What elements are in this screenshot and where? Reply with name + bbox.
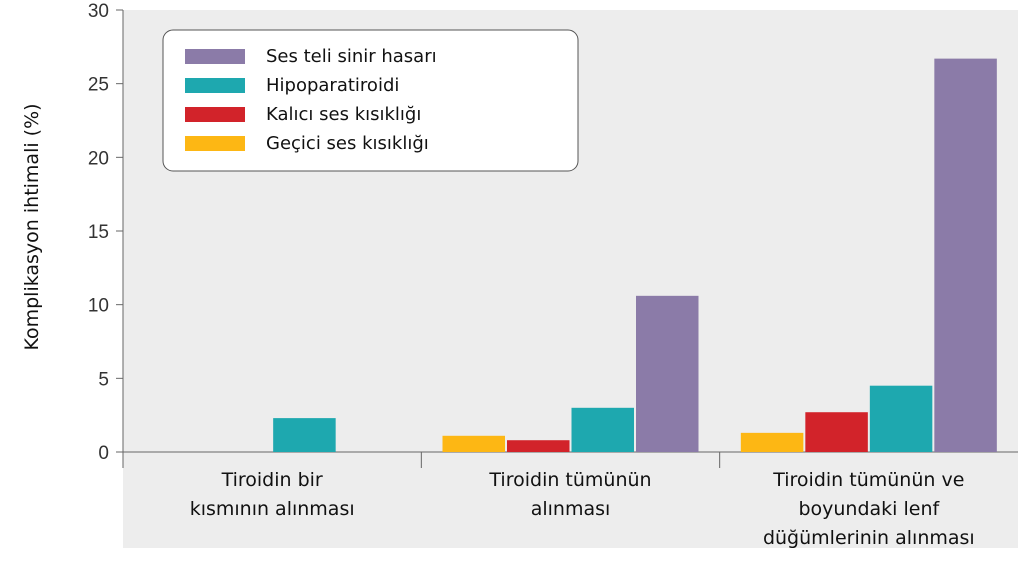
legend-swatch	[185, 107, 245, 122]
category-labels: Tiroidin bir kısmının alınması Tiroidin tü…	[190, 469, 975, 549]
category-label: kısmının alınması	[190, 498, 355, 520]
bar	[442, 435, 505, 452]
category-label: düğümlerinin alınması	[763, 527, 975, 549]
legend-swatch	[185, 49, 245, 64]
category-label: Tiroidin tümünün ve	[772, 469, 964, 491]
legend-label: Hipoparatiroidi	[266, 75, 399, 96]
y-axis-label: Komplikasyon ihtimali (%)	[21, 103, 43, 350]
legend-label: Geçici ses kısıklığı	[266, 133, 429, 154]
category-label: Tiroidin tümünün	[488, 469, 651, 491]
bar	[273, 418, 336, 452]
legend-box	[162, 29, 579, 172]
y-tick-label: 0	[98, 443, 109, 464]
legend: Ses teli sinir hasarı Hipoparatiroidi Kalı…	[162, 29, 579, 172]
y-tick-label: 30	[88, 1, 109, 22]
legend-swatch	[185, 78, 245, 93]
bar	[571, 407, 634, 452]
y-tick-label: 15	[88, 222, 109, 243]
bar	[934, 58, 997, 453]
bar	[869, 385, 933, 452]
bar	[805, 412, 868, 452]
category-label: alınması	[531, 498, 611, 520]
y-tick-label: 10	[88, 296, 109, 317]
category-label: Tiroidin bir	[221, 469, 323, 491]
bar	[636, 295, 699, 452]
bars	[273, 58, 997, 453]
y-tick-label: 20	[88, 148, 109, 169]
bar	[507, 440, 570, 452]
legend-label: Ses teli sinir hasarı	[266, 46, 437, 67]
bar	[740, 432, 804, 452]
axes: 0 5 10 15 20 25 30	[88, 1, 1018, 468]
legend-swatch	[185, 136, 245, 151]
category-label: boyundaki lenf	[798, 498, 940, 520]
y-tick-label: 5	[98, 369, 109, 390]
legend-label: Kalıcı ses kısıklığı	[266, 104, 421, 125]
y-tick-label: 25	[88, 75, 109, 96]
